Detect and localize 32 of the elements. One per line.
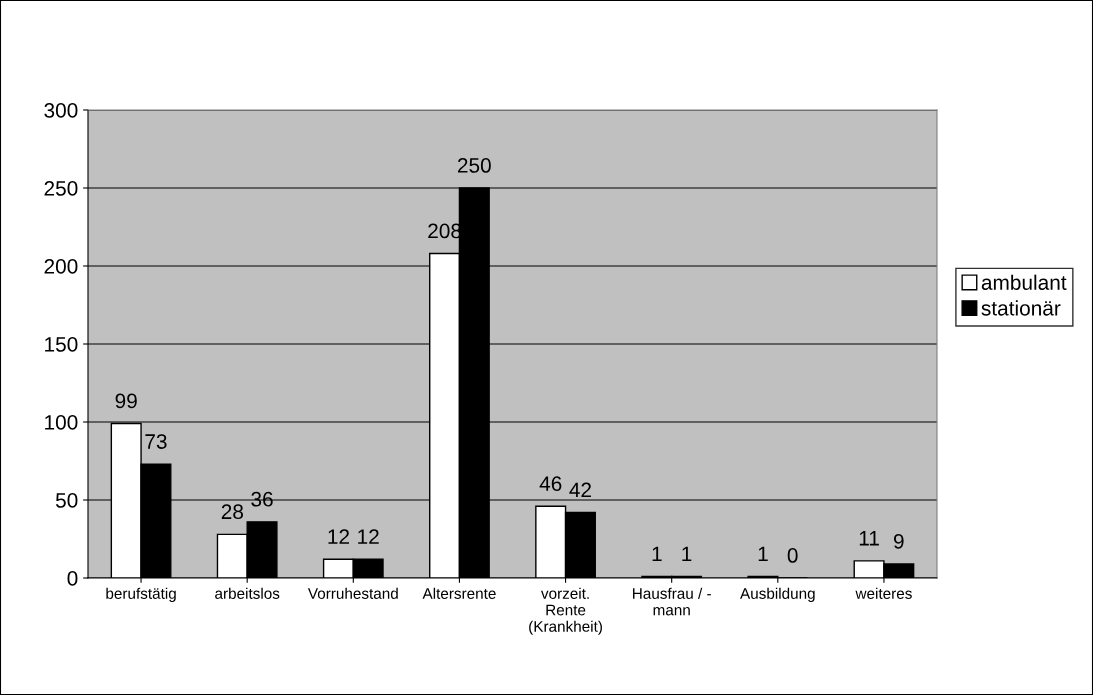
data-label: 73 [145,434,167,449]
data-label: 12 [328,529,349,544]
data-label: 11 [859,531,879,546]
x-tick-label: Vorruhestand [307,587,398,599]
x-tick-label: Ausbildung [740,587,815,602]
x-tick-label: weiteres [855,587,912,599]
x-tick-label: Altersrente [422,587,496,599]
y-tick-label: 0 [67,571,78,586]
x-tick-label: berufstätig [106,587,176,602]
y-tick-label: 50 [55,493,78,508]
x-tick-label: vorzeit. Rente (Krankheit) [529,587,602,635]
data-label: 36 [251,491,273,507]
y-tick-label: 200 [44,259,78,274]
data-label: 12 [358,529,379,544]
x-tick-label: arbeitslos [215,587,280,599]
y-tick-label: 150 [45,337,78,352]
x-tick-label: Hausfrau / - mann [633,587,711,616]
data-label: 0 [787,548,798,563]
data-label: 250 [457,158,491,173]
data-label: 28 [221,504,244,520]
y-tick-label: 300 [44,103,78,118]
data-label: 1 [682,546,692,562]
legend-label: stationär [981,300,1061,316]
data-label: 9 [893,533,904,549]
data-label: 99 [115,393,137,409]
legend-label: ambulant [981,274,1067,290]
y-tick-label: 100 [45,415,78,430]
data-label: 1 [758,546,768,562]
data-label: 1 [652,546,662,562]
data-label: 42 [569,482,591,498]
y-tick-label: 250 [44,181,78,196]
data-label: 46 [539,476,562,492]
